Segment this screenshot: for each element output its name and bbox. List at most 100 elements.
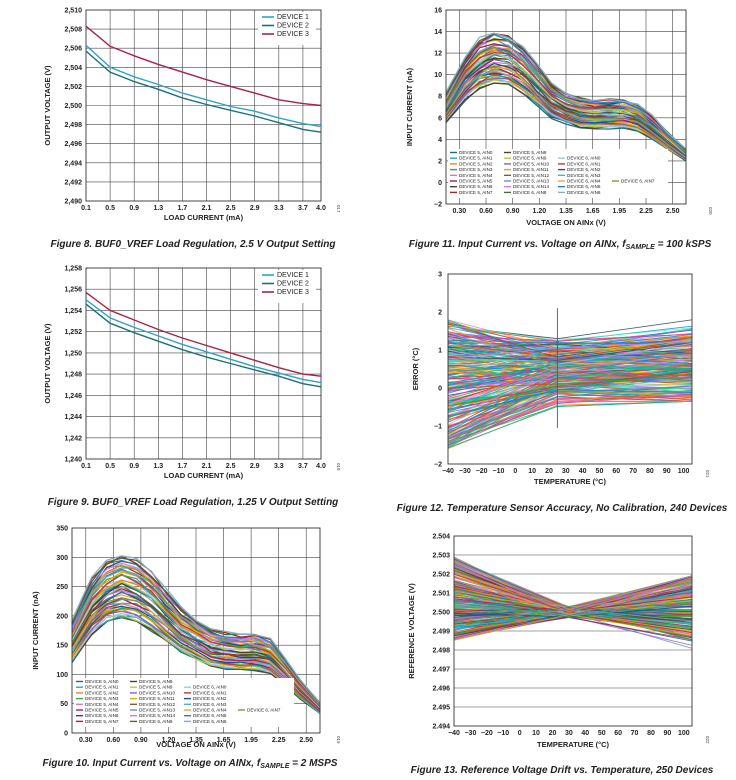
fig11-y-tick-label: 0 <box>438 180 442 187</box>
fig10-legend-label: DEVICE 6, AIN5 <box>193 713 227 718</box>
fig13-figure-code: 022 <box>705 736 710 744</box>
fig8-caption: Figure 8. BUF0_VREF Load Regulation, 2.5… <box>50 239 335 250</box>
fig12-x-tick-label: 0 <box>513 468 517 475</box>
fig10-figure-code: 019 <box>336 736 341 744</box>
fig10-y-axis-label: INPUT CURRENT (nA) <box>31 591 40 670</box>
fig11-x-tick-label: 0.30 <box>453 208 467 215</box>
figure-9-panel: 1,240 1,242 1,244 1,246 1,248 1,250 1,252 1,254… <box>0 258 360 516</box>
fig12-x-tick-label: −40 <box>442 468 454 475</box>
fig10-x-tick-label: 0.30 <box>79 737 93 744</box>
fig12-x-tick-label: −30 <box>459 468 471 475</box>
fig11-series-line-48 <box>445 32 687 150</box>
fig8-x-tick-label: 1.7 <box>178 205 188 212</box>
fig11-legend-label: DEVICE 6, AIN6 <box>567 190 601 195</box>
figure-10-panel: 0 50 100 150 200 250 300 350 0.30 0.60 0.90 1.20 1.3… <box>0 516 360 780</box>
fig13-series-line-248 <box>453 614 693 641</box>
fig10-legend-label: DEVICE 6, AIN8 <box>139 719 173 724</box>
fig12-x-tick-label: 10 <box>528 468 536 475</box>
fig13-x-tick-label: 0 <box>518 730 522 737</box>
fig11-y-tick-label: 10 <box>434 72 442 79</box>
fig11-legend-label: DEVICE 6, AIN8 <box>513 190 547 195</box>
fig12-y-tick-label: 0 <box>438 386 442 393</box>
fig13-x-tick-label: 100 <box>678 730 690 737</box>
fig10-legend-label: DEVICE 5, AIN12 <box>139 702 175 707</box>
fig13-y-tick-label: 2.504 <box>432 534 450 541</box>
fig8-x-tick-label: 0.5 <box>105 205 115 212</box>
fig13-y-tick-label: 2.503 <box>432 553 450 560</box>
fig9-legend-label: DEVICE 1 <box>277 272 309 279</box>
fig13-y-tick-label: 2.495 <box>432 705 450 712</box>
figure-8-panel: 2,490 2,492 2,494 2,496 2,498 2,500 2,502 2,504… <box>0 0 360 258</box>
fig12-y-tick-label: −1 <box>434 424 442 431</box>
fig11-legend-label: DEVICE 6, AIN4 <box>567 179 601 184</box>
fig9-y-axis-label: OUTPUT VOLTAGE (V) <box>43 323 52 404</box>
fig9-x-axis-label: LOAD CURRENT (mA) <box>164 471 244 480</box>
fig11-plot-frame <box>445 9 687 205</box>
fig11-legend-label: DEVICE 5, AIN4 <box>459 173 493 178</box>
fig9-legend-label: DEVICE 3 <box>277 289 309 296</box>
fig13-x-tick-label: 30 <box>565 730 573 737</box>
fig11-y-tick-label: 8 <box>438 94 442 101</box>
fig10-caption: Figure 10. Input Current vs. Voltage on … <box>43 758 338 770</box>
fig12-x-tick-label: 70 <box>629 468 637 475</box>
fig9-series-line-2 <box>85 303 322 388</box>
fig8-x-tick-label: 1.3 <box>153 205 163 212</box>
fig8-legend-label: DEVICE 3 <box>277 31 309 38</box>
fig10-legend-label: DEVICE 5, AIN10 <box>139 690 175 695</box>
fig9-x-tick-label: 1.3 <box>153 463 163 470</box>
figure-11-panel: −2 0 2 4 6 8 10 12 14 16 0.30 0.60 0.90 1.20 1.35 1.65 1… <box>372 0 736 258</box>
fig10-y-tick-label: 200 <box>56 613 68 620</box>
fig10-legend-label: DEVICE 6, AIN6 <box>193 719 227 724</box>
fig13-x-tick-label: −10 <box>497 730 509 737</box>
fig10-x-tick-label: 1.20 <box>162 737 176 744</box>
fig9-y-tick-label: 1,250 <box>64 350 82 357</box>
fig8-y-tick-label: 2,490 <box>64 199 82 206</box>
fig13-series-line-244 <box>453 613 693 628</box>
figure-8-chart: 2,490 2,492 2,494 2,496 2,498 2,500 2,502 2,504… <box>43 8 341 251</box>
fig8-x-tick-label: 4.0 <box>316 205 326 212</box>
fig10-series-line-32 <box>71 573 321 707</box>
fig13-y-axis-label: REFERENCE VOLTAGE (V) <box>407 583 416 679</box>
fig9-series-line-3 <box>85 291 322 377</box>
fig8-y-tick-label: 2,492 <box>64 179 82 186</box>
fig11-legend-label: DEVICE 5, AIN11 <box>513 167 549 172</box>
fig10-legend-label: DEVICE 5, AIN9 <box>139 685 173 690</box>
fig11-legend-label: DEVICE 6, AIN0 <box>567 156 601 161</box>
fig12-x-tick-label: −10 <box>493 468 505 475</box>
fig11-x-tick-label: 1.65 <box>586 208 600 215</box>
fig11-y-tick-label: 6 <box>438 115 442 122</box>
fig11-legend-label: DEVICE 5, AIN8 <box>513 150 547 155</box>
fig10-legend-label: DEVICE 5, AIN13 <box>139 708 175 713</box>
fig11-legend-label: DEVICE 5, AIN7 <box>459 190 493 195</box>
fig13-x-axis-label: TEMPERATURE (°C) <box>537 740 610 749</box>
fig10-series-line-16 <box>71 598 321 711</box>
fig10-legend-label: DEVICE 6, AIN4 <box>193 708 227 713</box>
fig12-x-tick-label: 80 <box>646 468 654 475</box>
fig8-x-tick-label: 2.9 <box>250 205 260 212</box>
fig9-y-tick-label: 1,244 <box>64 414 82 421</box>
fig12-caption: Figure 12. Temperature Sensor Accuracy, … <box>397 503 728 514</box>
fig9-x-tick-label: 0.5 <box>105 463 115 470</box>
fig8-y-tick-label: 2,506 <box>64 46 82 53</box>
fig8-y-tick-label: 2,504 <box>64 65 82 72</box>
fig11-legend-label: DEVICE 5, AIN0 <box>459 150 493 155</box>
fig13-y-tick-label: 2.496 <box>432 686 450 693</box>
fig11-y-tick-label: 4 <box>438 137 442 144</box>
fig9-x-tick-label: 1.7 <box>178 463 188 470</box>
fig11-series-line-32 <box>445 51 687 154</box>
fig8-x-tick-label: 3.7 <box>298 205 308 212</box>
fig13-series-line-240 <box>453 586 693 617</box>
fig13-series-line-250 <box>453 565 693 613</box>
fig13-x-tick-label: 80 <box>647 730 655 737</box>
fig9-x-tick-label: 2.1 <box>202 463 212 470</box>
fig10-legend-label: DEVICE 5, AIN0 <box>85 679 119 684</box>
fig10-legend-label: DEVICE 5, AIN6 <box>85 713 119 718</box>
fig12-plot-frame <box>447 273 693 465</box>
fig8-y-tick-label: 2,502 <box>64 84 82 91</box>
fig9-x-tick-label: 0.9 <box>129 463 139 470</box>
fig13-x-tick-label: −20 <box>481 730 493 737</box>
fig11-series-line-16 <box>445 65 687 159</box>
fig10-y-tick-label: 250 <box>56 584 68 591</box>
fig10-legend-label: DEVICE 6, AIN7 <box>247 708 281 713</box>
